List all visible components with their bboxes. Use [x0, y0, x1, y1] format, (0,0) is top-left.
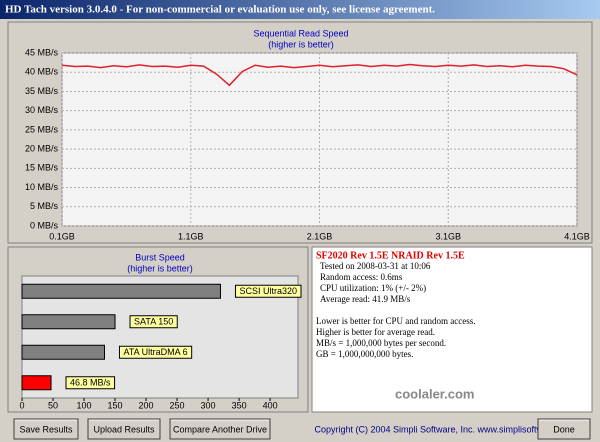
button-face	[169, 418, 271, 440]
y-tick-label: 25 MB/s	[25, 124, 59, 134]
info-detail: CPU utilization: 1% (+/- 2%)	[320, 283, 426, 293]
bar-label-box	[118, 345, 193, 359]
bar-label-box	[129, 315, 178, 329]
bar-label: 46.8 MB/s	[70, 378, 111, 388]
button[interactable]: Done	[537, 418, 591, 440]
watermark: coolaler.com	[395, 386, 474, 401]
x-tick-label: 200	[139, 400, 154, 410]
x-tick-label: 100	[77, 400, 92, 410]
button-label: Save Results	[19, 424, 73, 434]
button-face	[537, 418, 591, 440]
info-panel	[311, 246, 593, 413]
x-tick-label: 50	[48, 400, 58, 410]
y-tick-label: 10 MB/s	[25, 182, 59, 192]
info-note: Lower is better for CPU and random acces…	[316, 316, 475, 326]
bar-label-box	[234, 284, 302, 298]
copyright: Copyright (C) 2004 Simpli Software, Inc.…	[314, 424, 575, 434]
y-tick-label: 20 MB/s	[25, 143, 59, 153]
info-detail: Average read: 41.9 MB/s	[320, 294, 411, 304]
x-tick-label: 4.1GB	[564, 231, 590, 241]
button-label: Compare Another Drive	[173, 424, 267, 434]
button[interactable]: Compare Another Drive	[169, 418, 271, 440]
y-tick-label: 15 MB/s	[25, 163, 59, 173]
info-note: GB = 1,000,000,000 bytes.	[316, 349, 413, 359]
y-tick-label: 40 MB/s	[25, 67, 59, 77]
x-tick-label: 350	[232, 400, 247, 410]
x-tick-label: 300	[201, 400, 216, 410]
bar-label-box	[65, 376, 116, 390]
y-tick-label: 30 MB/s	[25, 105, 59, 115]
button[interactable]: Save Results	[13, 418, 79, 440]
bar	[21, 344, 105, 360]
y-tick-label: 35 MB/s	[25, 86, 59, 96]
x-tick-label: 400	[263, 400, 278, 410]
button-label: Upload Results	[93, 424, 155, 434]
x-tick-label: 1.1GB	[178, 231, 204, 241]
x-tick-label: 0	[19, 400, 24, 410]
x-tick-label: 150	[108, 400, 123, 410]
button-face	[87, 418, 161, 440]
read-line	[61, 63, 578, 87]
title-bar	[0, 0, 600, 19]
y-tick-label: 5 MB/s	[30, 201, 59, 211]
info-detail: Tested on 2008-03-31 at 10:06	[320, 261, 431, 271]
chart-subtitle: (higher is better)	[268, 39, 334, 49]
x-tick-label: 250	[170, 400, 185, 410]
chart-title: Sequential Read Speed	[253, 28, 348, 38]
window-title: HD Tach version 3.0.4.0 - For non-commer…	[5, 4, 435, 16]
x-tick-label: 0.1GB	[49, 231, 75, 241]
drive-name: SF2020 Rev 1.5E NRAID Rev 1.5E	[316, 250, 465, 261]
info-note: Higher is better for average read.	[316, 327, 435, 337]
bar	[21, 314, 116, 330]
bar-label: ATA UltraDMA 6	[123, 347, 187, 357]
x-tick-label: 2.1GB	[307, 231, 333, 241]
bar	[21, 283, 221, 299]
button[interactable]: Upload Results	[87, 418, 161, 440]
bar-label: SCSI Ultra320	[239, 286, 297, 296]
y-tick-label: 0 MB/s	[30, 220, 59, 230]
info-detail: Random access: 0.6ms	[320, 272, 403, 282]
bar-label: SATA 150	[134, 317, 173, 327]
chart-title: Burst Speed	[135, 252, 185, 262]
button-label: Done	[553, 424, 575, 434]
chart-subtitle: (higher is better)	[127, 263, 193, 273]
info-note: MB/s = 1,000,000 bytes per second.	[316, 338, 446, 348]
y-tick-label: 45 MB/s	[25, 47, 59, 57]
x-tick-label: 3.1GB	[435, 231, 461, 241]
button-face	[13, 418, 79, 440]
bar	[21, 375, 52, 391]
